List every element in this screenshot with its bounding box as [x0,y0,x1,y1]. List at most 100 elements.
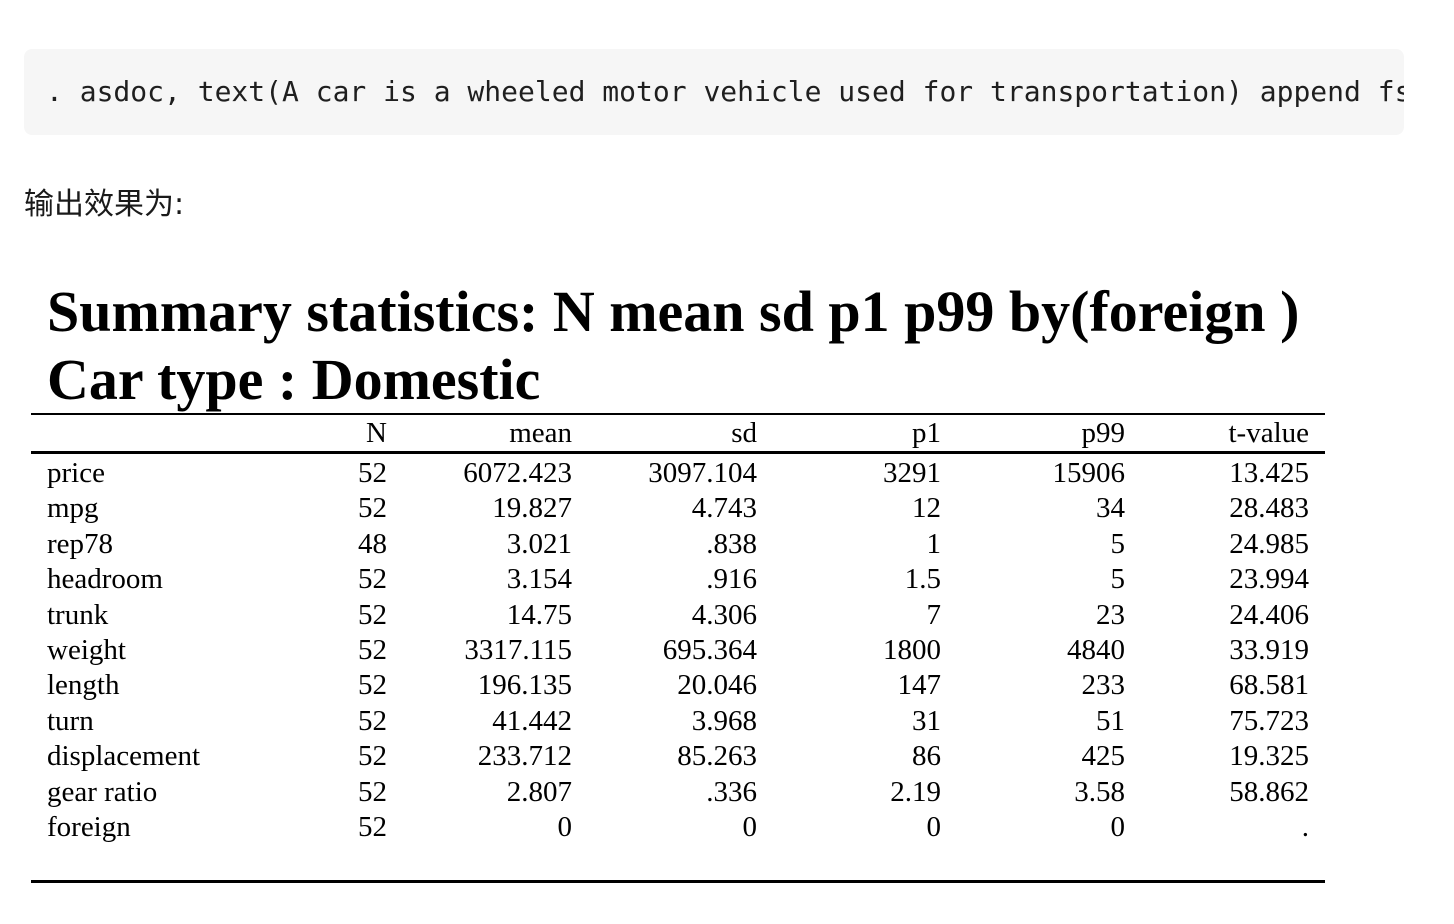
table-row: price 52 6072.423 3097.104 3291 15906 13… [31,455,1325,490]
cell-p99: 23 [1096,598,1125,631]
cell-t-value: 75.723 [1229,704,1309,737]
table-bottom-rule [31,880,1325,883]
cell-p99: 0 [1110,810,1126,843]
cell-mean: 3.154 [506,563,572,596]
table-row: turn 52 41.442 3.968 31 51 75.723 [31,703,1325,738]
table-body: price 52 6072.423 3097.104 3291 15906 13… [31,455,1325,844]
cell-sd: .916 [706,563,757,596]
table-row: displacement 52 233.712 85.263 86 425 19… [31,738,1325,773]
cell-t-value: 28.483 [1229,492,1309,525]
row-variable: length [47,669,120,702]
row-variable: mpg [47,492,99,525]
cell-p99: 15906 [1052,457,1126,489]
code-block[interactable]: . asdoc, text(A car is a wheeled motor v… [24,49,1404,135]
cell-n: 52 [358,457,387,489]
report-title-line2: Car type : Domestic [47,347,541,412]
table-row: weight 52 3317.115 695.364 1800 4840 33.… [31,632,1325,667]
table-row: headroom 52 3.154 .916 1.5 5 23.994 [31,561,1325,596]
column-header-p1: p1 [912,417,941,449]
cell-n: 52 [358,740,387,773]
cell-n: 52 [358,775,387,808]
cell-t-value: 19.325 [1229,740,1309,773]
column-header-t-value: t-value [1228,417,1309,449]
table-row: trunk 52 14.75 4.306 7 23 24.406 [31,597,1325,632]
cell-sd: 3.968 [691,704,757,737]
cell-sd: .336 [706,775,757,808]
column-header-p99: p99 [1081,417,1126,449]
table-row: gear ratio 52 2.807 .336 2.19 3.58 58.86… [31,774,1325,809]
cell-n: 48 [358,527,387,560]
cell-p99: 425 [1081,740,1126,773]
table-row: length 52 196.135 20.046 147 233 68.581 [31,667,1325,702]
cell-p1: 31 [912,704,941,737]
cell-mean: 3.021 [506,527,572,560]
cell-mean: 3317.115 [464,633,572,666]
row-variable: price [47,457,105,489]
cell-mean: 0 [557,810,573,843]
cell-t-value: . [1301,810,1309,843]
cell-sd: .838 [706,527,757,560]
cell-mean: 196.135 [477,669,572,702]
row-variable: gear ratio [47,775,158,808]
cell-t-value: 24.985 [1229,527,1309,560]
cell-t-value: 58.862 [1229,775,1309,808]
cell-sd: 4.743 [691,492,757,525]
column-header-sd: sd [731,417,757,449]
cell-sd: 695.364 [662,633,757,666]
row-variable: headroom [47,563,163,596]
cell-p1: 3291 [883,457,941,489]
cell-p1: 1800 [883,633,941,666]
report-title-line1: Summary statistics: N mean sd p1 p99 by(… [47,279,1300,344]
cell-p99: 34 [1096,492,1125,525]
cell-p99: 5 [1110,563,1126,596]
column-header-n: N [366,417,387,449]
cell-sd: 4.306 [691,598,757,631]
cell-n: 52 [358,598,387,631]
cell-p1: 7 [926,598,942,631]
output-label: 输出效果为: [24,187,185,222]
row-variable: turn [47,704,94,737]
cell-p1: 147 [897,669,942,702]
cell-p99: 3.58 [1074,775,1125,808]
cell-n: 52 [358,633,387,666]
cell-mean: 6072.423 [463,457,572,489]
cell-sd: 20.046 [677,669,757,702]
cell-p1: 1 [926,527,942,560]
cell-n: 52 [358,669,387,702]
cell-sd: 3097.104 [648,457,757,489]
cell-p1: 12 [912,492,941,525]
table-top-rule [31,413,1325,415]
row-variable: rep78 [47,527,114,560]
row-variable: displacement [47,740,201,773]
cell-mean: 19.827 [492,492,572,525]
cell-mean: 14.75 [506,598,572,631]
cell-p1: 1.5 [904,563,941,596]
table-row: mpg 52 19.827 4.743 12 34 28.483 [31,490,1325,525]
cell-p99: 5 [1110,527,1126,560]
cell-n: 52 [358,492,387,525]
cell-p1: 0 [926,810,942,843]
cell-sd: 85.263 [677,740,757,773]
cell-p1: 86 [912,740,941,773]
table-header-row: N mean sd p1 p99 t-value [31,415,1325,451]
table-row: rep78 48 3.021 .838 1 5 24.985 [31,526,1325,561]
table-row: foreign 52 0 0 0 0 . [31,809,1325,844]
cell-n: 52 [358,810,387,843]
column-header-mean: mean [509,417,572,449]
row-variable: weight [47,633,126,666]
cell-p99: 4840 [1067,633,1125,666]
cell-p99: 51 [1096,704,1125,737]
cell-t-value: 23.994 [1229,563,1309,596]
row-variable: trunk [47,598,109,631]
row-variable: foreign [47,810,131,843]
cell-mean: 2.807 [506,775,572,808]
cell-n: 52 [358,704,387,737]
cell-p1: 2.19 [890,775,941,808]
report-title: Summary statistics: N mean sd p1 p99 by(… [47,278,1299,414]
cell-mean: 41.442 [492,704,572,737]
cell-t-value: 13.425 [1229,457,1309,489]
cell-sd: 0 [742,810,758,843]
cell-mean: 233.712 [477,740,572,773]
table-header-rule [31,451,1325,454]
